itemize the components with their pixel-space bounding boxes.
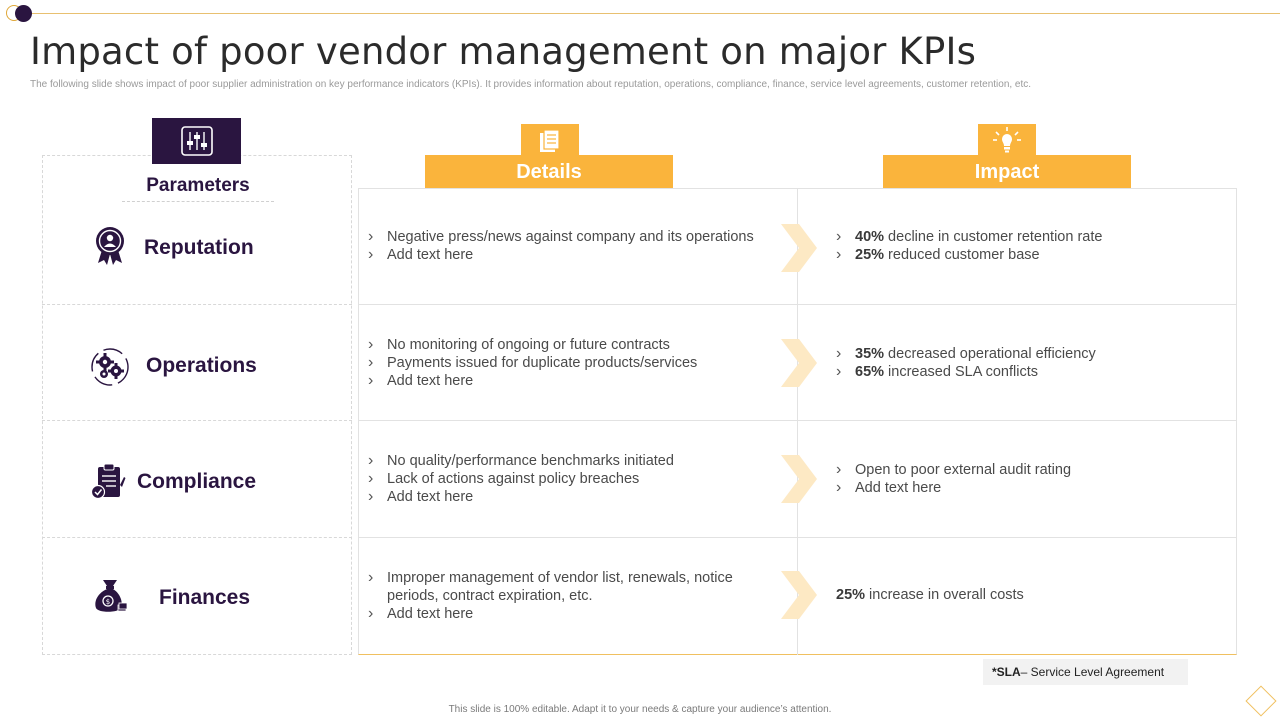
column-divider [797,188,798,655]
parameters-header: Parameters [122,175,274,202]
parameter-label: Operations [146,354,257,377]
sla-footnote: *SLA– Service Level Agreement [983,659,1188,685]
list-item: No monitoring of ongoing or future contr… [368,336,778,355]
details-cell: No quality/performance benchmarks initia… [368,452,778,507]
chevron-right-icon [781,339,817,387]
impact-cell: 25% increase in overall costs [836,587,1024,603]
footer-note: This slide is 100% editable. Adapt it to… [448,704,832,715]
page-title: Impact of poor vendor management on majo… [30,30,977,73]
list-item: Add text here [368,372,778,391]
document-icon [521,124,579,158]
list-item: Improper management of vendor list, rene… [368,569,768,606]
parameter-label: Finances [159,586,251,609]
details-cell: Negative press/news against company and … [368,228,778,265]
list-item: 25% reduced customer base [836,246,1226,265]
lightbulb-icon [978,124,1036,158]
parameter-row-reputation: Reputation [42,190,352,306]
param-divider [42,304,352,305]
svg-text:$: $ [106,598,110,606]
chevron-right-icon [781,455,817,503]
page-subtitle: The following slide shows impact of poor… [30,79,1032,90]
chevron-right-icon [781,571,817,619]
details-cell: Improper management of vendor list, rene… [368,569,768,624]
details-cell: No monitoring of ongoing or future contr… [368,336,778,391]
list-item: Add text here [368,488,778,507]
row-divider [358,537,1237,538]
chevron-right-icon [781,224,817,272]
money-bag-icon: $ [90,576,130,616]
row-divider [358,420,1237,421]
param-divider [42,537,352,538]
list-item: Open to poor external audit rating [836,461,1226,480]
list-item: 65% increased SLA conflicts [836,363,1226,382]
list-item: Negative press/news against company and … [368,228,778,247]
impact-column-header: Impact [883,155,1131,188]
list-item: Add text here [368,605,768,624]
impact-cell: Open to poor external audit rating Add t… [836,461,1226,498]
impact-cell: 35% decreased operational efficiency 65%… [836,345,1226,382]
row-divider [358,304,1237,305]
impact-cell: 40% decline in customer retention rate 2… [836,228,1226,265]
details-column-header: Details [425,155,673,188]
award-badge-icon [90,226,130,266]
gears-icon [90,347,130,387]
list-item: Add text here [836,479,1226,498]
parameter-label: Compliance [137,470,257,493]
list-item: Payments issued for duplicate products/s… [368,354,778,373]
list-item: Add text here [368,246,778,265]
clipboard-check-icon [88,462,128,502]
top-divider-line [24,13,1280,14]
parameter-label: Reputation [144,236,254,259]
list-item: Lack of actions against policy breaches [368,470,778,489]
parameter-row-finances: $ Finances [42,539,352,655]
parameter-row-operations: Operations [42,306,352,422]
list-item: No quality/performance benchmarks initia… [368,452,778,471]
parameter-row-compliance: Compliance [42,422,352,538]
param-divider [42,420,352,421]
list-item: 35% decreased operational efficiency [836,345,1226,364]
sliders-icon [152,118,241,164]
decorative-dot [15,5,32,22]
list-item: 40% decline in customer retention rate [836,228,1226,247]
